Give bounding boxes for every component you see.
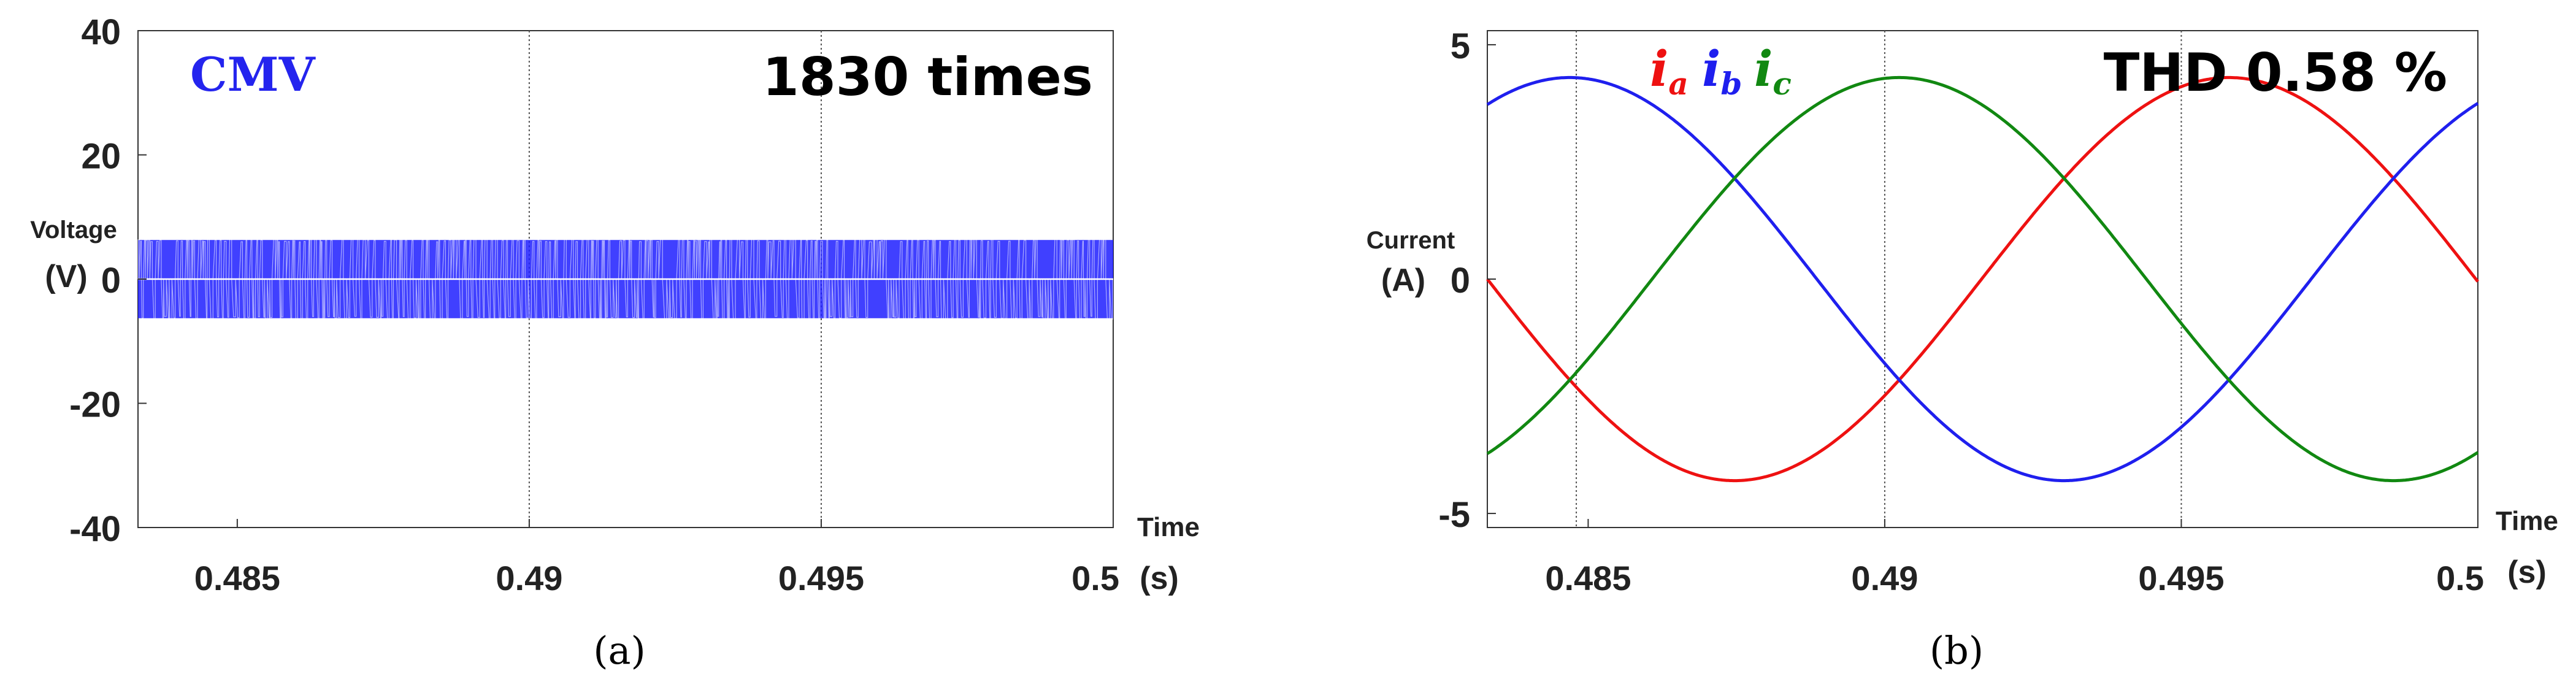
x-tick-label: 0.49 (1851, 559, 1918, 597)
panel-caption-b: (b) (1930, 628, 1984, 673)
legend-ic: ic (1754, 40, 1792, 102)
y-ticks-b: 5 0 -5 (1438, 26, 1496, 535)
x-ticks-b: 0.485 0.49 0.495 0.5 (1545, 519, 2484, 597)
cmv-label: CMV (190, 47, 316, 102)
current-series-a (1486, 75, 2479, 483)
x-axis-label-time: Time (1137, 512, 1200, 542)
legend-ia: ia (1650, 40, 1689, 102)
legend-ib-sub: b (1720, 66, 1742, 102)
x-axis-unit-b: (s) (2507, 555, 2547, 590)
legend: ia ib ic (1650, 40, 1792, 102)
y-tick-label: -40 (69, 509, 121, 549)
y-axis-label-line1-b: Current (1367, 227, 1455, 254)
thd-annotation: THD 0.58 % (2104, 42, 2447, 104)
legend-ia-sub: a (1668, 66, 1688, 102)
x-tick-label: 0.49 (496, 559, 562, 597)
y-axis-label-line2: (V) (45, 259, 87, 294)
y-axis-label-line1: Voltage (30, 217, 117, 244)
cmv-voltage-chart: 40 20 0 -20 -40 0.485 0.49 0.495 0.5 CMV 1830 t… (30, 12, 1200, 673)
legend-ib: ib (1702, 40, 1742, 102)
y-tick-label: 0 (101, 261, 121, 301)
x-tick-label: 0.5 (1071, 559, 1119, 597)
x-axis-label-time-b: Time (2496, 506, 2558, 536)
current-waveforms (1486, 75, 2479, 483)
current-series-b (1486, 75, 2479, 483)
grid-a (528, 31, 822, 528)
legend-ic-sub: c (1773, 66, 1791, 102)
y-tick-label: 20 (81, 137, 121, 177)
grid-b (1576, 31, 2182, 528)
y-tick-label: -20 (69, 385, 121, 425)
y-tick-label: 0 (1451, 261, 1470, 301)
cmv-series-line (137, 237, 1113, 321)
x-tick-label: 0.5 (2436, 559, 2484, 597)
x-axis-unit: (s) (1140, 561, 1179, 596)
x-ticks-a: 0.485 0.49 0.495 0.5 (194, 519, 1119, 597)
y-axis-label-line2-b: (A) (1381, 263, 1425, 298)
x-tick-label: 0.485 (1545, 559, 1631, 597)
legend-ia-base: i (1650, 40, 1668, 98)
y-ticks-a: 40 20 0 -20 -40 (69, 12, 147, 549)
legend-ib-base: i (1702, 40, 1720, 98)
y-tick-label: 5 (1451, 26, 1470, 66)
x-tick-label: 0.495 (778, 559, 864, 597)
y-tick-label: -5 (1438, 495, 1470, 535)
current-series-c (1486, 75, 2479, 483)
legend-ic-base: i (1754, 40, 1773, 98)
x-tick-label: 0.485 (194, 559, 280, 597)
cmv-waveform (137, 237, 1113, 321)
switching-count-annotation: 1830 times (762, 47, 1093, 108)
panel-caption-a: (a) (593, 628, 645, 673)
y-tick-label: 40 (81, 12, 121, 52)
x-tick-label: 0.495 (2138, 559, 2224, 597)
phase-current-chart: 50-5 0.485 0.49 0.495 0.5 ia ib ic THD 0.58… (1367, 26, 2558, 673)
